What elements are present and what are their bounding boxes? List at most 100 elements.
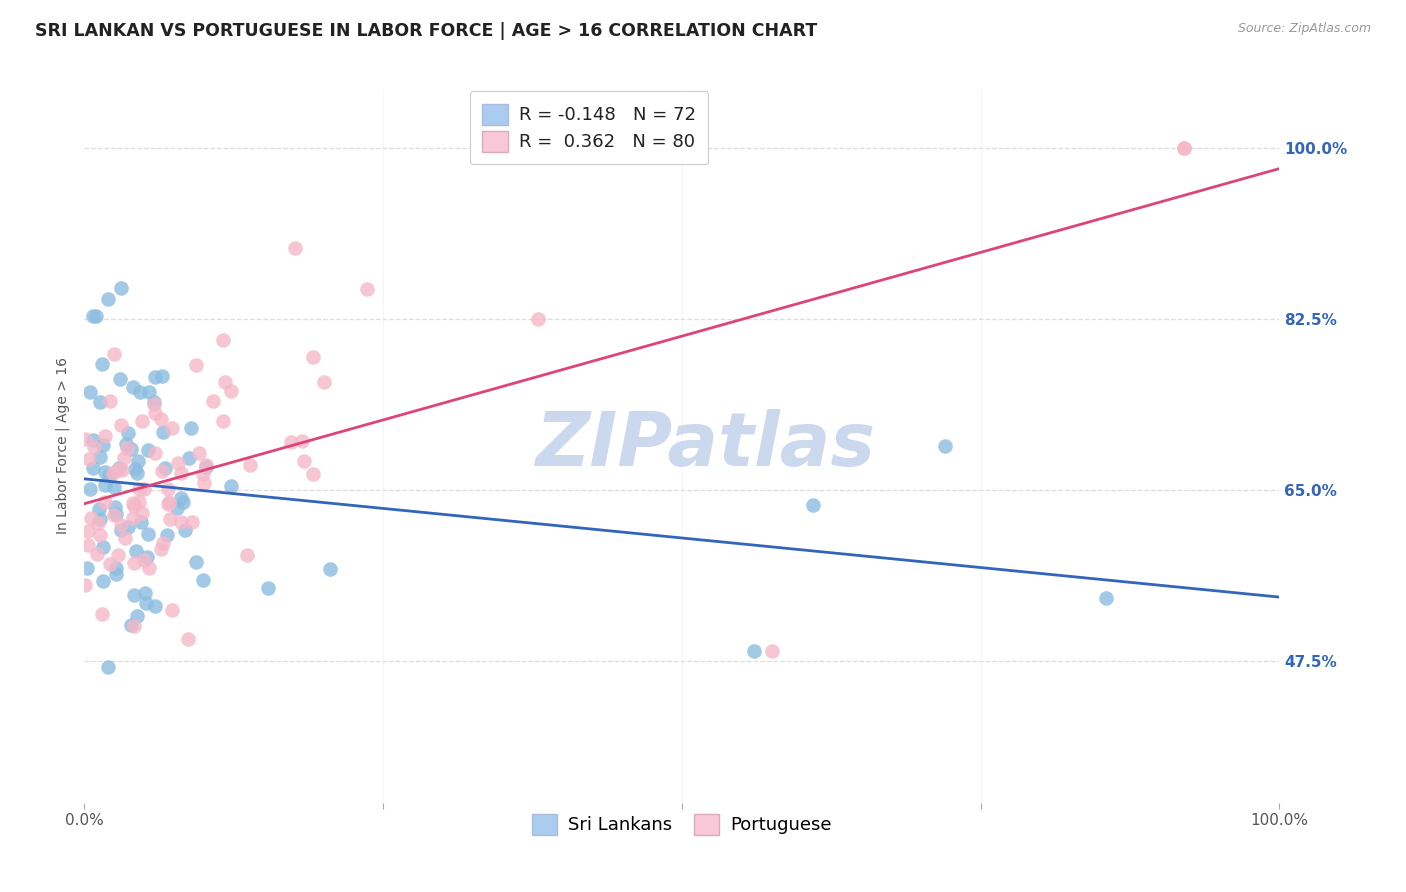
Point (280, 435, 302, 450)
Point (131, 414, 153, 428)
Point (122, 496, 145, 510)
Point (160, 421, 183, 435)
Point (221, 384, 243, 398)
Point (302, 467, 325, 481)
Point (136, 550, 159, 565)
Point (89, 501, 111, 516)
Point (159, 512, 181, 526)
Point (98, 557, 121, 571)
Point (191, 467, 214, 481)
Point (356, 281, 378, 295)
Text: SRI LANKAN VS PORTUGUESE IN LABOR FORCE | AGE > 16 CORRELATION CHART: SRI LANKAN VS PORTUGUESE IN LABOR FORCE … (35, 22, 817, 40)
Point (110, 523, 132, 537)
Point (125, 544, 148, 558)
Point (89, 395, 111, 409)
Point (256, 581, 278, 595)
Point (150, 464, 173, 478)
Point (83, 440, 105, 454)
Point (136, 527, 159, 541)
Point (105, 560, 128, 574)
Point (186, 358, 208, 372)
Point (125, 466, 148, 480)
Point (110, 518, 132, 533)
Point (149, 541, 172, 556)
Point (90, 357, 112, 371)
Point (211, 414, 233, 428)
Point (160, 603, 183, 617)
Point (112, 451, 135, 466)
Point (191, 573, 214, 587)
Point (117, 520, 139, 534)
Point (294, 454, 316, 468)
Point (105, 463, 128, 477)
Point (157, 494, 180, 508)
Point (114, 531, 136, 545)
Point (219, 479, 242, 493)
Point (73, 433, 96, 447)
Point (142, 395, 165, 409)
Point (134, 483, 156, 497)
Point (143, 370, 166, 384)
Point (170, 467, 193, 481)
Point (76, 524, 98, 539)
Y-axis label: In Labor Force | Age > 16: In Labor Force | Age > 16 (56, 358, 70, 534)
Point (138, 384, 160, 399)
Point (195, 458, 218, 473)
Point (111, 463, 134, 477)
Point (122, 556, 145, 570)
Point (122, 511, 145, 525)
Point (239, 458, 262, 472)
Point (188, 445, 211, 459)
Point (195, 460, 218, 475)
Point (103, 508, 125, 523)
Point (177, 632, 200, 646)
Point (132, 553, 155, 567)
Point (117, 426, 139, 441)
Point (89, 527, 111, 541)
Text: ZIPatlas: ZIPatlas (536, 409, 876, 483)
Point (152, 425, 174, 440)
Point (86, 547, 108, 561)
Point (181, 515, 204, 529)
Point (110, 281, 132, 295)
Point (134, 586, 156, 600)
Point (103, 346, 125, 360)
Point (125, 609, 148, 624)
Point (97, 293, 120, 307)
Text: Source: ZipAtlas.com: Source: ZipAtlas.com (1237, 22, 1371, 36)
Point (77, 538, 100, 552)
Point (98, 393, 121, 408)
Point (82, 461, 104, 475)
Point (157, 482, 180, 496)
Point (121, 618, 143, 632)
Point (122, 588, 145, 602)
Point (89, 450, 111, 464)
Point (122, 500, 145, 514)
Point (302, 350, 325, 364)
Point (236, 548, 259, 562)
Point (166, 500, 188, 515)
Point (1095, 591, 1118, 605)
Point (131, 515, 153, 529)
Point (527, 312, 550, 326)
Point (152, 368, 174, 383)
Point (152, 536, 174, 550)
Point (82, 433, 104, 447)
Point (150, 412, 173, 426)
Point (79, 385, 101, 400)
Point (122, 619, 145, 633)
Point (103, 480, 125, 494)
Point (107, 461, 129, 475)
Point (94, 428, 117, 442)
Point (90, 607, 112, 622)
Point (75, 578, 97, 592)
Point (91, 438, 114, 452)
Point (93, 466, 115, 480)
Point (319, 562, 342, 576)
Point (105, 507, 128, 521)
Point (97, 659, 120, 673)
Point (110, 371, 132, 385)
Point (136, 442, 159, 457)
Point (1173, 141, 1195, 155)
Point (115, 437, 138, 451)
